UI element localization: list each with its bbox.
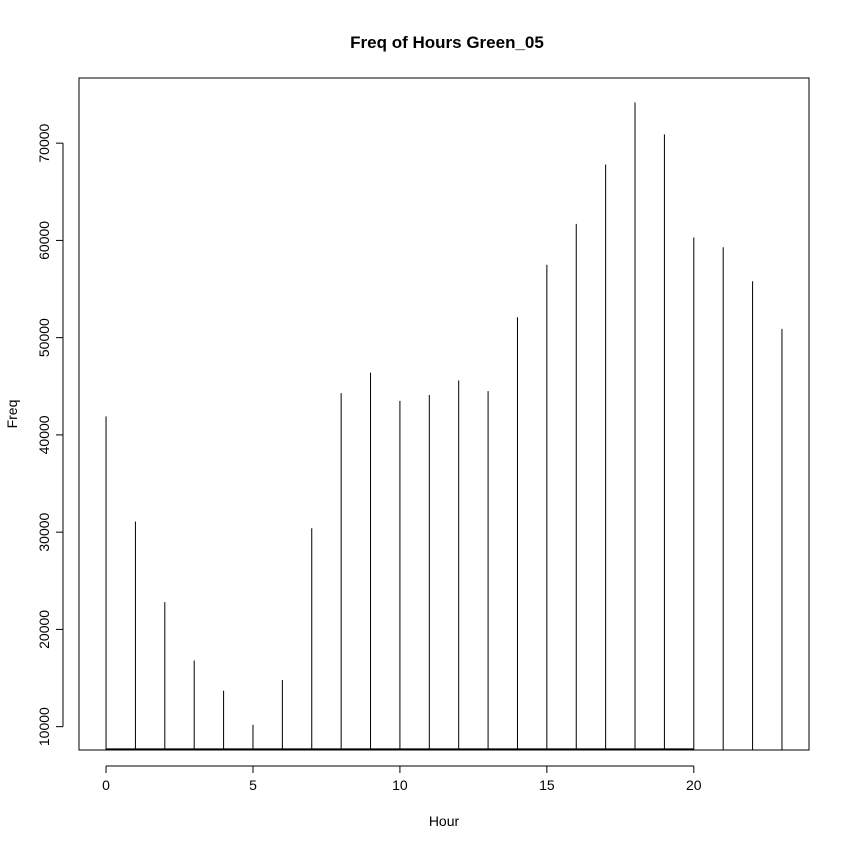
- y-tick-label: 30000: [36, 512, 52, 551]
- y-tick-label: 60000: [36, 221, 52, 260]
- x-axis: 0 5 10 15 20: [102, 765, 702, 793]
- bars-layer: [105, 102, 783, 750]
- y-tick-label: 40000: [36, 415, 52, 454]
- x-tick-label: 0: [102, 777, 110, 793]
- x-axis-title: Hour: [429, 813, 460, 829]
- y-tick-label: 70000: [36, 123, 52, 162]
- y-tick-label: 10000: [36, 707, 52, 746]
- x-tick-label: 20: [686, 777, 702, 793]
- x-tick-label: 10: [392, 777, 408, 793]
- y-axis: 10000 20000 30000 40000 50000 60000 70000: [36, 123, 64, 746]
- chart-title: Freq of Hours Green_05: [350, 33, 544, 52]
- y-tick-label: 50000: [36, 318, 52, 357]
- y-axis-title: Freq: [4, 400, 20, 429]
- y-tick-label: 20000: [36, 610, 52, 649]
- x-tick-label: 15: [539, 777, 555, 793]
- plot-frame: [78, 77, 810, 751]
- x-tick-label: 5: [249, 777, 257, 793]
